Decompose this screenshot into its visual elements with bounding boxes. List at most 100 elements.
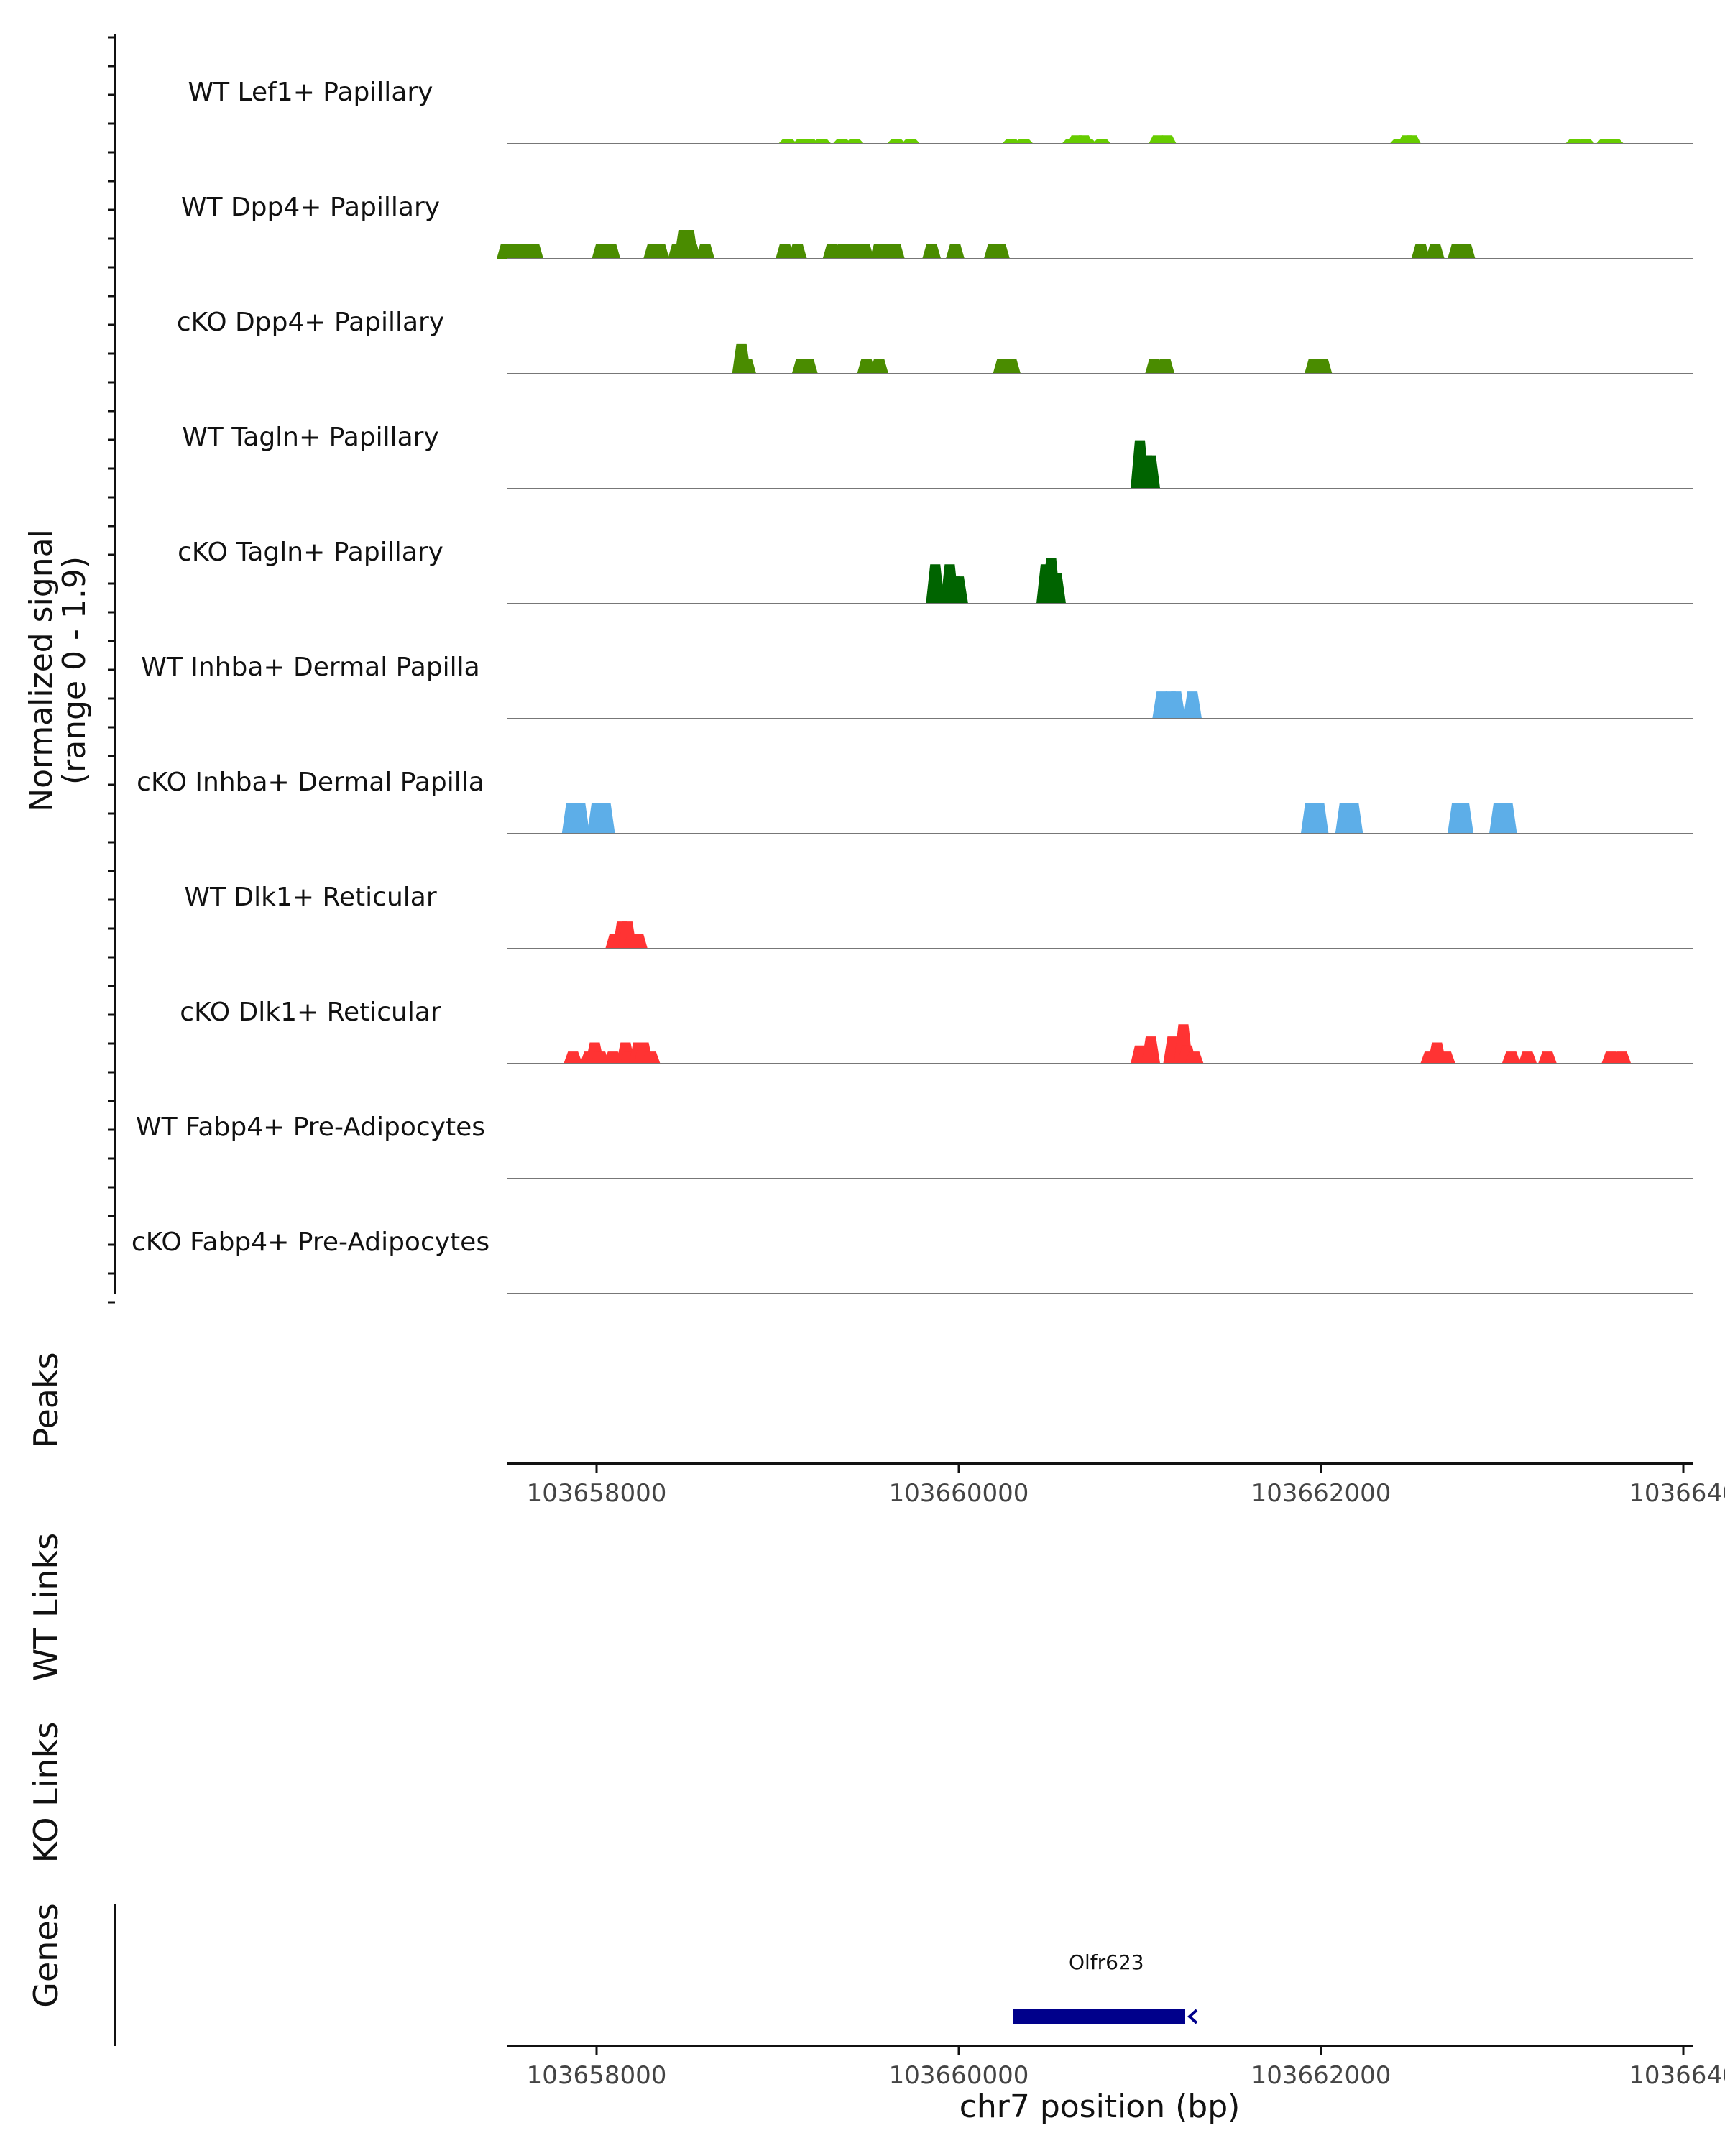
signal-peak bbox=[1498, 803, 1517, 834]
gene-annotation-track: Olfr623 bbox=[1013, 1950, 1198, 2024]
signal-peak bbox=[1014, 139, 1034, 144]
x-tick-label: 103660000 bbox=[889, 1479, 1029, 1508]
track-label: WT Tagln+ Papillary bbox=[182, 423, 439, 452]
signal-peak bbox=[922, 243, 942, 259]
track-label: WT Dlk1+ Reticular bbox=[184, 883, 436, 912]
x-tick-label: 103658000 bbox=[527, 2061, 667, 2090]
track-label: cKO Inhba+ Dermal Papilla bbox=[137, 768, 484, 797]
x-tick-label: 103658000 bbox=[527, 1479, 667, 1508]
signal-peak bbox=[901, 139, 921, 144]
signal-peak bbox=[778, 139, 797, 144]
signal-peak bbox=[812, 139, 832, 144]
signal-peak bbox=[1455, 803, 1474, 834]
peaks-x-axis-ticks: 103658000 103660000 103662000 1036640 bbox=[527, 1464, 1725, 1508]
signal-peak bbox=[650, 243, 670, 259]
signal-peak bbox=[1184, 1051, 1204, 1064]
signal-peak bbox=[1605, 139, 1624, 144]
signal-peak bbox=[1077, 139, 1097, 144]
y-axis-label-line2: (range 0 - 1.9) bbox=[56, 556, 93, 785]
signal-peak bbox=[1047, 573, 1067, 604]
signal-peak bbox=[1183, 691, 1202, 719]
signal-peak bbox=[1538, 1051, 1557, 1064]
signal-peak bbox=[1156, 358, 1175, 374]
x-tick-label: 1036640 bbox=[1629, 2061, 1725, 2090]
track-label: WT Lef1+ Papillary bbox=[188, 78, 433, 107]
signal-peak bbox=[1501, 1051, 1521, 1064]
track-label: cKO Tagln+ Papillary bbox=[178, 538, 443, 567]
track-label: cKO Dlk1+ Reticular bbox=[180, 998, 441, 1027]
track: cKO Dlk1+ Reticular bbox=[180, 998, 1693, 1064]
signal-peak bbox=[525, 243, 544, 259]
signal-peak bbox=[1141, 1036, 1161, 1064]
signal-peak bbox=[737, 358, 757, 374]
peaks-label: Peaks bbox=[27, 1352, 65, 1447]
wt-links-label: WT Links bbox=[27, 1533, 65, 1681]
track: WT Lef1+ Papillary bbox=[188, 78, 1693, 144]
signal-peak bbox=[1456, 243, 1476, 259]
signal-peak bbox=[990, 243, 1010, 259]
x-tick-label: 103660000 bbox=[889, 2061, 1029, 2090]
signal-peak bbox=[1436, 1051, 1455, 1064]
track-label: cKO Fabp4+ Pre-Adipocytes bbox=[132, 1227, 489, 1257]
track: WT Dlk1+ Reticular bbox=[184, 883, 1693, 949]
signal-peak bbox=[949, 576, 968, 604]
ko-links-label: KO Links bbox=[27, 1722, 65, 1864]
y-axis-label-line1: Normalized signal bbox=[23, 529, 60, 812]
x-tick-label: 103662000 bbox=[1251, 1479, 1392, 1508]
signal-peak bbox=[926, 564, 945, 604]
genes-x-axis-ticks: 103658000 103660000 103662000 1036640 bbox=[527, 2046, 1725, 2090]
signal-y-axis bbox=[108, 34, 116, 1304]
signal-peak bbox=[596, 803, 615, 834]
signal-peak bbox=[1167, 691, 1186, 719]
gene-exon bbox=[1013, 2009, 1185, 2024]
signal-peak bbox=[628, 933, 648, 949]
signal-peak bbox=[1002, 358, 1021, 374]
track-label: WT Dpp4+ Papillary bbox=[181, 193, 440, 222]
signal-peak bbox=[1157, 135, 1177, 144]
track: WT Tagln+ Papillary bbox=[182, 423, 1693, 489]
signal-peak bbox=[602, 243, 621, 259]
signal-peak bbox=[1310, 803, 1329, 834]
signal-peak bbox=[641, 1051, 661, 1064]
track: WT Dpp4+ Papillary bbox=[181, 193, 1693, 259]
signal-peak bbox=[1092, 139, 1112, 144]
x-tick-label: 1036640 bbox=[1629, 1479, 1725, 1508]
coverage-tracks: WT Lef1+ Papillary WT Dpp4+ Papillary cKO … bbox=[132, 78, 1693, 1294]
signal-peak bbox=[886, 243, 905, 259]
track-label: cKO Dpp4+ Papillary bbox=[177, 308, 444, 337]
signal-peak bbox=[945, 243, 965, 259]
track: cKO Dpp4+ Papillary bbox=[177, 308, 1693, 374]
signal-peak bbox=[696, 243, 715, 259]
signal-peak bbox=[855, 243, 874, 259]
signal-peak bbox=[1576, 139, 1595, 144]
signal-peak bbox=[682, 243, 702, 259]
genes-label: Genes bbox=[27, 1903, 65, 2007]
track: cKO Tagln+ Papillary bbox=[178, 538, 1693, 604]
signal-peak bbox=[564, 1051, 583, 1064]
track-label: WT Fabp4+ Pre-Adipocytes bbox=[136, 1112, 485, 1142]
track: WT Fabp4+ Pre-Adipocytes bbox=[136, 1112, 1693, 1179]
signal-peak bbox=[799, 358, 818, 374]
signal-peak bbox=[1141, 455, 1161, 489]
signal-peak bbox=[870, 358, 889, 374]
track: WT Inhba+ Dermal Papilla bbox=[141, 653, 1693, 719]
signal-peak bbox=[1425, 243, 1445, 259]
x-axis-label: chr7 position (bp) bbox=[960, 2088, 1241, 2125]
signal-peak bbox=[845, 139, 865, 144]
signal-peak bbox=[1402, 135, 1421, 144]
gene-strand-arrow bbox=[1187, 2009, 1198, 2024]
track: cKO Inhba+ Dermal Papilla bbox=[137, 768, 1693, 834]
track-label: WT Inhba+ Dermal Papilla bbox=[141, 653, 479, 682]
signal-peak bbox=[1411, 243, 1430, 259]
signal-peak bbox=[1313, 358, 1333, 374]
track: cKO Fabp4+ Pre-Adipocytes bbox=[132, 1227, 1693, 1294]
signal-peak bbox=[788, 243, 807, 259]
signal-peak bbox=[887, 139, 906, 144]
signal-peak bbox=[1344, 803, 1363, 834]
signal-peak bbox=[1612, 1051, 1632, 1064]
signal-peak bbox=[571, 803, 590, 834]
gene-label: Olfr623 bbox=[1069, 1950, 1144, 1974]
x-tick-label: 103662000 bbox=[1251, 2061, 1392, 2090]
signal-peak bbox=[1518, 1051, 1537, 1064]
